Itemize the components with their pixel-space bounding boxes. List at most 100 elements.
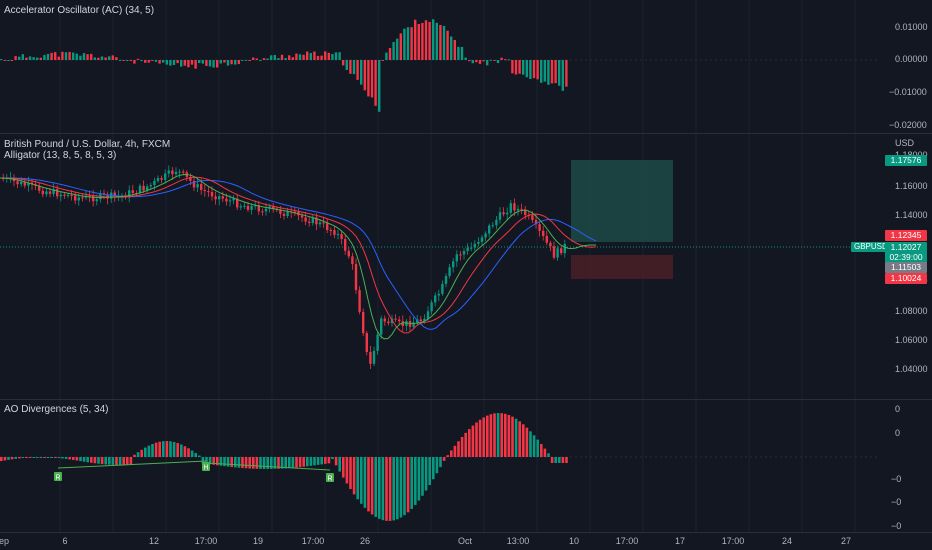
ao-bar [248, 457, 251, 469]
candle [534, 219, 538, 225]
ao-bar [417, 457, 421, 501]
divergence-marker [54, 472, 62, 481]
ao-bar [205, 457, 208, 464]
ac-bar [86, 54, 89, 60]
ac-pane-title[interactable]: Accelerator Oscillator (AC) (34, 5) [4, 5, 155, 16]
ac-scale-label: −0.02000 [889, 120, 927, 130]
ac-bar [284, 58, 287, 60]
ac-bar [234, 60, 237, 65]
pane-divider[interactable] [0, 399, 932, 400]
candle [92, 195, 95, 202]
ac-bar [216, 60, 219, 68]
ao-bar [7, 457, 10, 460]
time-axis-label: 17:00 [301, 536, 325, 546]
ao-bar [237, 457, 241, 468]
ac-scale-label: 0.00000 [895, 54, 928, 64]
ao-bar [540, 444, 543, 457]
candle [513, 203, 516, 211]
ao-bar [126, 457, 129, 465]
ao-bar [10, 457, 14, 460]
time-axis-label: ep [0, 536, 10, 546]
ao-bar [230, 457, 233, 468]
ao-bar [244, 457, 248, 469]
candle [236, 198, 239, 208]
price-scale-label: 1.08000 [895, 306, 928, 316]
ao-bar [36, 457, 39, 458]
candle [156, 178, 160, 181]
level-price-tag[interactable]: 1.11503 [885, 262, 927, 273]
ao-bar [352, 457, 356, 495]
ao-bar [262, 457, 266, 469]
ao-bar [270, 457, 273, 469]
entry-price-tag[interactable]: 1.12345 [885, 230, 927, 241]
alligator-indicator-title[interactable]: Alligator (13, 8, 5, 8, 5, 3) [4, 150, 117, 161]
ac-scale-label: 0.01000 [895, 22, 928, 32]
currency-label: USD [895, 138, 915, 148]
ao-bar [298, 457, 302, 468]
ac-bar [363, 60, 366, 91]
ao-bar [241, 457, 244, 469]
target-price-tag[interactable]: 1.17576 [885, 155, 927, 166]
ao-bar [399, 457, 403, 518]
candle [81, 197, 84, 199]
ac-bar [129, 60, 132, 61]
ao-bar [435, 457, 439, 474]
ac-bar [396, 38, 399, 60]
divergence-marker-label: H [203, 465, 208, 472]
candle [246, 205, 250, 210]
ao-bar [504, 413, 507, 457]
ao-bar [478, 419, 482, 457]
main-pane-title[interactable]: British Pound / U.S. Dollar, 4h, FXCM [4, 139, 171, 150]
last-price-tag[interactable]: 1.12027 [885, 242, 927, 253]
candle [207, 191, 210, 193]
ao-bar [122, 457, 125, 465]
candle [196, 184, 199, 188]
ao-bar [190, 450, 194, 457]
ac-bar [151, 60, 154, 61]
ac-bar [540, 60, 543, 83]
ao-bar [327, 457, 331, 464]
time-axis-divider [0, 532, 932, 533]
ao-bar [252, 457, 255, 469]
candle [358, 290, 361, 312]
ac-bar [64, 52, 68, 60]
ac-bar [388, 48, 392, 60]
ac-bar [428, 21, 431, 60]
candle [318, 222, 322, 225]
ao-bar [28, 457, 32, 458]
ao-bar [154, 442, 158, 457]
candle [516, 208, 520, 211]
candle [20, 181, 23, 185]
ac-bar [255, 58, 258, 60]
ac-bar [486, 60, 489, 66]
candle [200, 184, 203, 190]
ac-bar [525, 60, 528, 78]
ao-bar [378, 457, 381, 519]
candle [538, 224, 541, 231]
candle [351, 256, 354, 265]
candle [376, 334, 379, 351]
ao-scale-label: −0 [891, 474, 902, 484]
candle [549, 242, 552, 247]
ac-bar [370, 60, 374, 98]
ao-bar [176, 443, 179, 457]
price-scale-label: 1.04000 [895, 364, 928, 374]
ao-pane-title[interactable]: AO Divergences (5, 34) [4, 404, 109, 415]
ac-bar [126, 60, 129, 61]
ac-bar [10, 60, 14, 61]
candle [304, 217, 307, 222]
symbol-tag[interactable]: GBPUSD [851, 242, 891, 252]
time-axis-label: 24 [781, 536, 793, 546]
candle [347, 250, 350, 257]
price-scale-label: 1.06000 [895, 335, 928, 345]
pane-divider[interactable] [0, 133, 932, 134]
candle [59, 194, 62, 197]
ac-bar [334, 52, 338, 60]
candle [480, 237, 484, 242]
ao-bar [86, 457, 89, 463]
candle [387, 321, 390, 324]
divergence-line [57, 460, 207, 469]
stop-price-tag[interactable]: 1.10024 [885, 273, 927, 284]
alligator-lips-line [0, 173, 596, 340]
